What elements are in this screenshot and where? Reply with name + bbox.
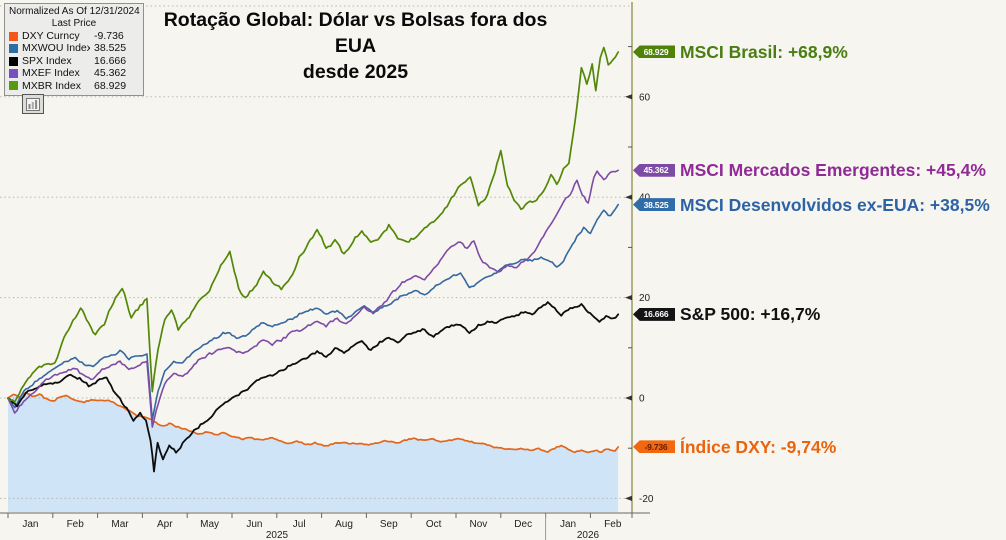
month-label: Jul [293, 519, 306, 530]
annotation-label-dxy: Índice DXY: -9,74% [680, 436, 837, 457]
legend-item-mxwou[interactable]: MXWOU Index 38.525 [9, 42, 139, 54]
legend-last-price: 68.929 [94, 79, 127, 92]
y-tick-arrow-icon [625, 395, 632, 401]
legend-last-price: 38.525 [94, 42, 127, 55]
y-tick-arrow-icon [625, 495, 632, 501]
legend-ticker: MXEF Index [22, 67, 80, 80]
legend-ticker: SPX Index [22, 54, 72, 67]
y-tick-label: -20 [639, 494, 654, 505]
year-label: 2026 [577, 530, 600, 540]
month-label: Feb [67, 519, 85, 530]
chart-type-button[interactable] [22, 94, 44, 114]
y-tick-arrow-icon [625, 295, 632, 301]
series-line-mxwou [7, 203, 619, 421]
month-label: Feb [604, 519, 622, 530]
series-line-dxy [7, 391, 620, 454]
annotation-label-mxef: MSCI Mercados Emergentes: +45,4% [680, 160, 986, 181]
legend-subtitle: Last Price [51, 18, 97, 29]
legend-last-price: 45.362 [94, 67, 127, 80]
month-label: Dec [514, 519, 532, 530]
price-badge-mxbr: 68.929 [633, 45, 675, 59]
legend-title: Normalized As Of 12/31/2024 [9, 6, 140, 17]
price-badge-spx: 16.666 [633, 307, 675, 321]
legend-item-dxy[interactable]: DXY Curncy -9.736 [9, 30, 139, 42]
legend-item-mxbr[interactable]: MXBR Index 68.929 [9, 80, 139, 92]
legend-swatch-icon [9, 31, 18, 41]
series-line-spx [7, 301, 620, 473]
legend-ticker: MXBR Index [22, 79, 81, 92]
mini-chart-icon [26, 97, 40, 111]
series-line-mxef [7, 169, 619, 428]
month-label: Aug [335, 519, 353, 530]
y-tick-label: 20 [639, 293, 651, 304]
month-label: Oct [426, 519, 442, 530]
month-label: Jan [22, 519, 38, 530]
legend-swatch-icon [9, 56, 18, 66]
legend-rows: DXY Curncy -9.736 MXWOU Index 38.525 SPX Ind… [9, 30, 139, 92]
legend-last-price: -9.736 [94, 30, 124, 42]
legend-swatch-icon [9, 81, 18, 91]
price-badge-mxwou: 38.525 [633, 198, 675, 212]
month-label: Mar [111, 519, 129, 530]
legend-swatch-icon [9, 68, 18, 78]
series-line-mxbr [7, 46, 620, 403]
month-label: Apr [157, 519, 173, 530]
price-badge-dxy: -9.736 [633, 440, 675, 454]
y-tick-arrow-icon [625, 94, 632, 100]
y-tick-label: 0 [639, 394, 645, 405]
month-label: Sep [380, 519, 398, 530]
legend-ticker: MXWOU Index [22, 42, 90, 55]
legend-item-spx[interactable]: SPX Index 16.666 [9, 55, 139, 67]
chart-title-line1: Rotação Global: Dólar vs Bolsas fora dos… [163, 9, 548, 57]
month-label: Nov [470, 519, 488, 530]
chart-title: Rotação Global: Dólar vs Bolsas fora dos… [148, 7, 563, 85]
year-label: 2025 [266, 530, 289, 540]
legend-item-mxef[interactable]: MXEF Index 45.362 [9, 67, 139, 79]
price-badge-mxef: 45.362 [633, 163, 675, 177]
y-tick-arrow-icon [625, 194, 632, 200]
legend-last-price: 16.666 [94, 54, 127, 67]
month-label: May [200, 519, 219, 530]
annotation-label-mxbr: MSCI Brasil: +68,9% [680, 41, 848, 62]
dxy-area-fill [8, 392, 619, 512]
month-label: Jun [246, 519, 262, 530]
annotation-label-mxwou: MSCI Desenvolvidos ex-EUA: +38,5% [680, 194, 990, 215]
legend-swatch-icon [9, 44, 18, 54]
legend-box: Normalized As Of 12/31/2024 Last Price D… [4, 3, 144, 97]
y-tick-label: 60 [639, 92, 651, 103]
month-label: Jan [560, 519, 576, 530]
chart-title-line2: desde 2025 [302, 61, 409, 83]
legend-ticker: DXY Curncy [22, 30, 80, 42]
annotation-label-spx: S&P 500: +16,7% [680, 304, 821, 325]
